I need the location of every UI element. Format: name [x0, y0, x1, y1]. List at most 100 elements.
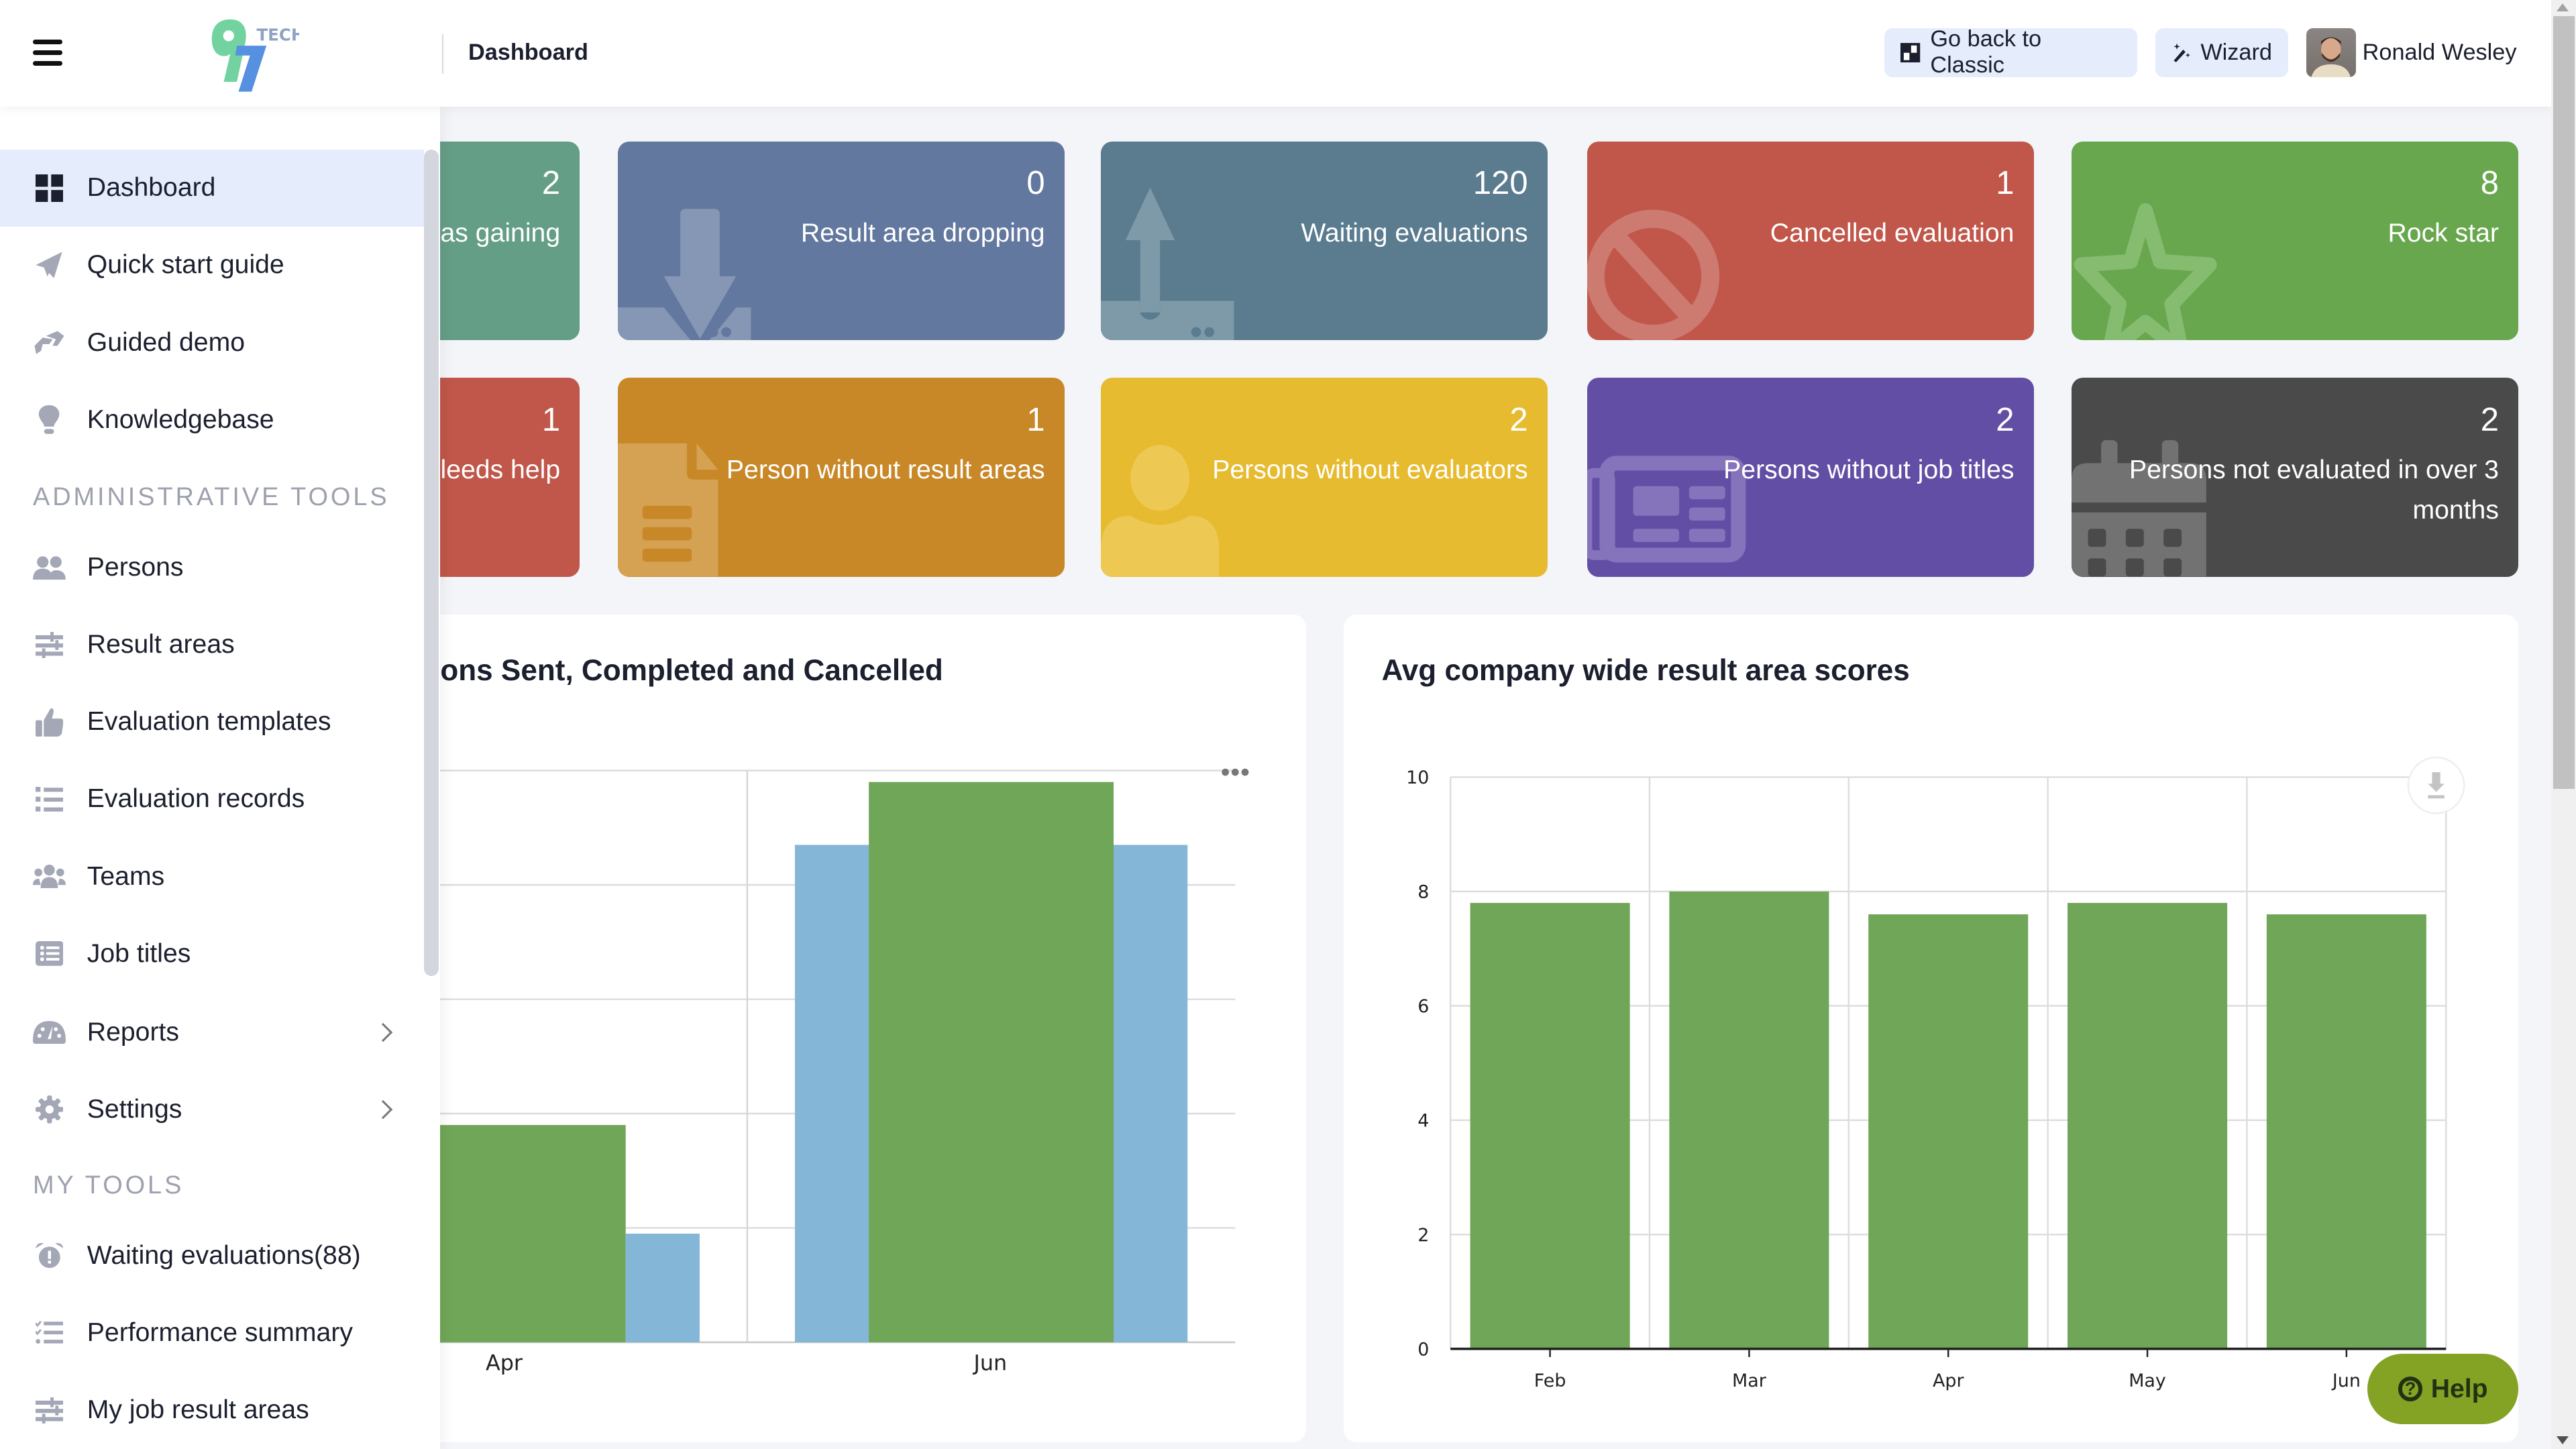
hamburger-menu-icon[interactable] [32, 39, 63, 66]
sidebar-item-label: Performance summary [87, 1318, 353, 1348]
x-tick-label: Jun [973, 1350, 1008, 1375]
sidebar-item-label: Knowledgebase [87, 405, 274, 434]
bar-mar [1669, 891, 1829, 1349]
help-button[interactable]: ? Help [2367, 1353, 2519, 1425]
user-avatar[interactable] [2306, 28, 2356, 78]
sidebar-item-teams[interactable]: Teams [0, 838, 424, 915]
alarm-clock-icon [33, 1240, 66, 1273]
wizard-label: Wizard [2200, 39, 2272, 65]
sidebar-item-label: Quick start guide [87, 250, 284, 280]
download-icon[interactable] [2408, 756, 2465, 814]
sidebar-item-label: Evaluation records [87, 784, 305, 814]
scrollbar-thumb[interactable] [2553, 16, 2575, 789]
card-value: 1 [1026, 401, 1045, 438]
card-label: Rock star [2387, 219, 2499, 248]
sidebar-item-label: My job result areas [87, 1395, 309, 1425]
top-header: TECH Dashboard Go back to Classic Wizard… [0, 0, 2552, 107]
sidebar-scrollbar[interactable] [423, 149, 439, 976]
card-value: 120 [1472, 164, 1528, 201]
company-logo[interactable]: TECH [207, 16, 299, 93]
list-alt-icon [33, 937, 66, 970]
card-value: 2 [541, 164, 561, 201]
sidebar-item-result-areas[interactable]: Result areas [0, 606, 424, 684]
gear-icon [33, 1093, 66, 1126]
stat-card-result-area-dropping[interactable]: 0 Result area dropping [617, 141, 1065, 340]
stat-card-cancelled-evaluation[interactable]: 1 Cancelled evaluation [1587, 141, 2034, 340]
chevron-right-icon [373, 1100, 393, 1120]
bar-may [2068, 902, 2228, 1349]
stat-card-persons-without-evaluators[interactable]: 2 Persons without evaluators [1100, 378, 1548, 577]
sidebar-item-evaluation-templates[interactable]: Evaluation templates [0, 684, 424, 761]
sidebar-item-persons[interactable]: Persons [0, 529, 424, 606]
sidebar-item-label: Dashboard [87, 173, 216, 203]
chevron-right-icon [373, 1022, 393, 1042]
x-tick-label: Jun [2331, 1371, 2361, 1391]
stat-card-rock-star[interactable]: 8 Rock star [2072, 141, 2519, 340]
card-label: Persons without job titles [1723, 455, 2015, 485]
help-label: Help [2430, 1374, 2488, 1403]
section-heading-administrative-tools: ADMINISTRATIVE TOOLS [32, 482, 390, 511]
card-value: 1 [1996, 164, 2015, 201]
bar-sent-apr [626, 1233, 700, 1342]
chart-title: Avg company wide result area scores [1381, 653, 1910, 687]
bar-feb [1470, 902, 1630, 1349]
sidebar-item-waiting-evaluations[interactable]: Waiting evaluations(88) [0, 1218, 424, 1295]
card-value: 1 [541, 401, 561, 438]
sidebar: Dashboard Quick start guide Guided demo … [0, 107, 441, 1449]
sidebar-item-reports[interactable]: Reports [0, 994, 424, 1071]
y-tick-label: 8 [1417, 882, 1429, 903]
gauge-icon [32, 1016, 66, 1049]
scroll-up-arrow-icon[interactable] [2556, 3, 2569, 11]
handshake-icon [33, 326, 66, 359]
sidebar-item-quick-start-guide[interactable]: Quick start guide [0, 227, 424, 304]
magic-wand-icon [2173, 43, 2190, 62]
paper-plane-icon [33, 249, 66, 282]
x-tick-label: Apr [486, 1350, 523, 1375]
page-scrollbar[interactable] [2551, 0, 2576, 1449]
card-value: 2 [2480, 401, 2499, 438]
card-value: 0 [1026, 164, 1045, 201]
sliders-icon [33, 1394, 66, 1427]
user-name[interactable]: Ronald Wesley [2362, 39, 2517, 65]
avatar-photo [2311, 37, 2351, 78]
wizard-button[interactable]: Wizard [2155, 28, 2289, 78]
chart-panel-result-area-scores: Avg company wide result area scores 0 2 4 6… [1344, 614, 2519, 1443]
sidebar-item-settings[interactable]: Settings [0, 1071, 424, 1148]
card-label: Waiting evaluations [1301, 219, 1528, 248]
stat-card-persons-not-evaluated[interactable]: 2 Persons not evaluated in over 3 months [2072, 378, 2519, 577]
sidebar-item-job-titles[interactable]: Job titles [0, 915, 424, 992]
question-circle-icon: ? [2398, 1377, 2423, 1401]
stat-card-persons-without-job-titles[interactable]: 2 Persons without job titles [1587, 378, 2034, 577]
sidebar-item-dashboard[interactable]: Dashboard [0, 149, 424, 227]
scroll-down-arrow-icon[interactable] [2556, 1436, 2569, 1444]
y-tick-label: 4 [1417, 1111, 1429, 1132]
sidebar-item-performance-summary[interactable]: Performance summary [0, 1295, 424, 1372]
more-dots-icon[interactable] [1222, 768, 1249, 776]
x-tick-label: Feb [1534, 1371, 1566, 1391]
user-icon [1100, 445, 1220, 577]
lightbulb-icon [33, 403, 66, 436]
list-icon [33, 783, 66, 816]
y-tick-label: 0 [1417, 1339, 1429, 1360]
header-divider [441, 34, 444, 74]
chart-title: ons Sent, Completed and Cancelled [440, 653, 943, 687]
y-tick-label: 2 [1417, 1225, 1429, 1246]
stat-card-waiting-evaluations[interactable]: 120 Waiting evaluations [1100, 141, 1548, 340]
bar-apr [1868, 914, 2029, 1349]
sidebar-item-knowledgebase[interactable]: Knowledgebase [0, 381, 424, 458]
stat-card-person-without-result-areas[interactable]: 1 Person without result areas [617, 378, 1065, 577]
sidebar-item-my-job-result-areas[interactable]: My job result areas [0, 1372, 424, 1449]
bar-completed-jun [869, 782, 1114, 1342]
calendar-icon [2072, 440, 2207, 577]
sidebar-item-evaluation-records[interactable]: Evaluation records [0, 761, 424, 838]
go-back-to-classic-button[interactable]: Go back to Classic [1884, 26, 2138, 78]
card-value: 8 [2480, 164, 2499, 201]
sidebar-item-guided-demo[interactable]: Guided demo [0, 304, 424, 381]
upload-tray-icon [1100, 187, 1234, 340]
page-title: Dashboard [468, 39, 588, 65]
document-icon [617, 443, 718, 577]
sidebar-item-label: Result areas [87, 630, 235, 659]
sidebar-item-label: Reports [87, 1018, 179, 1047]
bar-jun [2267, 914, 2427, 1349]
